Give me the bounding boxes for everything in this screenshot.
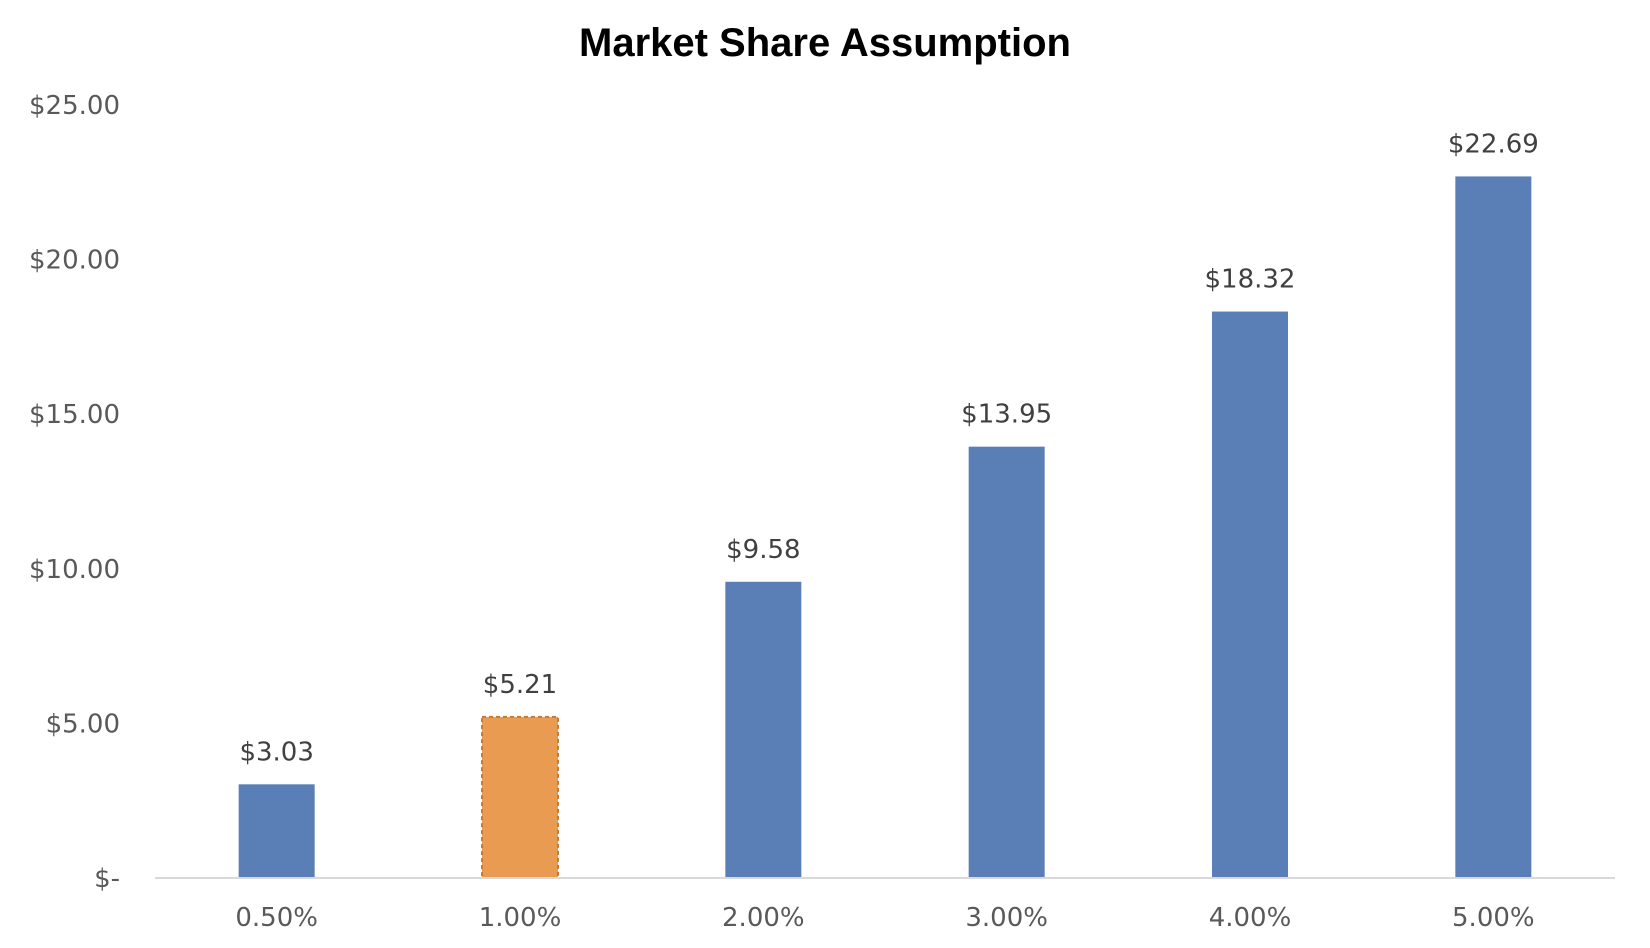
y-tick-label: $5.00 — [46, 709, 120, 739]
bar — [1212, 311, 1288, 878]
bar — [1455, 176, 1532, 879]
data-label: $3.03 — [239, 737, 313, 767]
data-labels: $3.03 $5.21 $9.58 $13.95 $18.32 $22.69 — [239, 129, 1538, 767]
x-tick-label: 4.00% — [1209, 903, 1292, 933]
y-tick-label: $10.00 — [29, 555, 120, 585]
data-label: $5.21 — [483, 670, 557, 700]
data-label: $18.32 — [1205, 265, 1296, 295]
data-label: $9.58 — [726, 535, 800, 565]
bar — [968, 446, 1045, 878]
data-label: $22.69 — [1448, 129, 1539, 159]
x-tick-label: 3.00% — [965, 903, 1048, 933]
y-tick-label: $- — [94, 864, 120, 894]
x-axis-labels: 0.50% 1.00% 2.00% 3.00% 4.00% 5.00% — [235, 903, 1534, 933]
y-tick-label: $20.00 — [29, 246, 120, 276]
chart-title: Market Share Assumption — [579, 21, 1071, 65]
y-axis-labels: $- $5.00 $10.00 $15.00 $20.00 $25.00 — [29, 91, 120, 894]
bar — [725, 581, 802, 878]
bar-highlighted — [481, 715, 559, 879]
y-tick-label: $15.00 — [29, 400, 120, 430]
x-tick-label: 0.50% — [235, 903, 318, 933]
x-tick-label: 2.00% — [722, 903, 805, 933]
x-tick-label: 1.00% — [479, 903, 562, 933]
x-tick-label: 5.00% — [1452, 903, 1535, 933]
bars — [238, 176, 1532, 879]
data-label: $13.95 — [961, 400, 1052, 430]
y-tick-label: $25.00 — [29, 91, 120, 121]
bar — [238, 784, 315, 878]
